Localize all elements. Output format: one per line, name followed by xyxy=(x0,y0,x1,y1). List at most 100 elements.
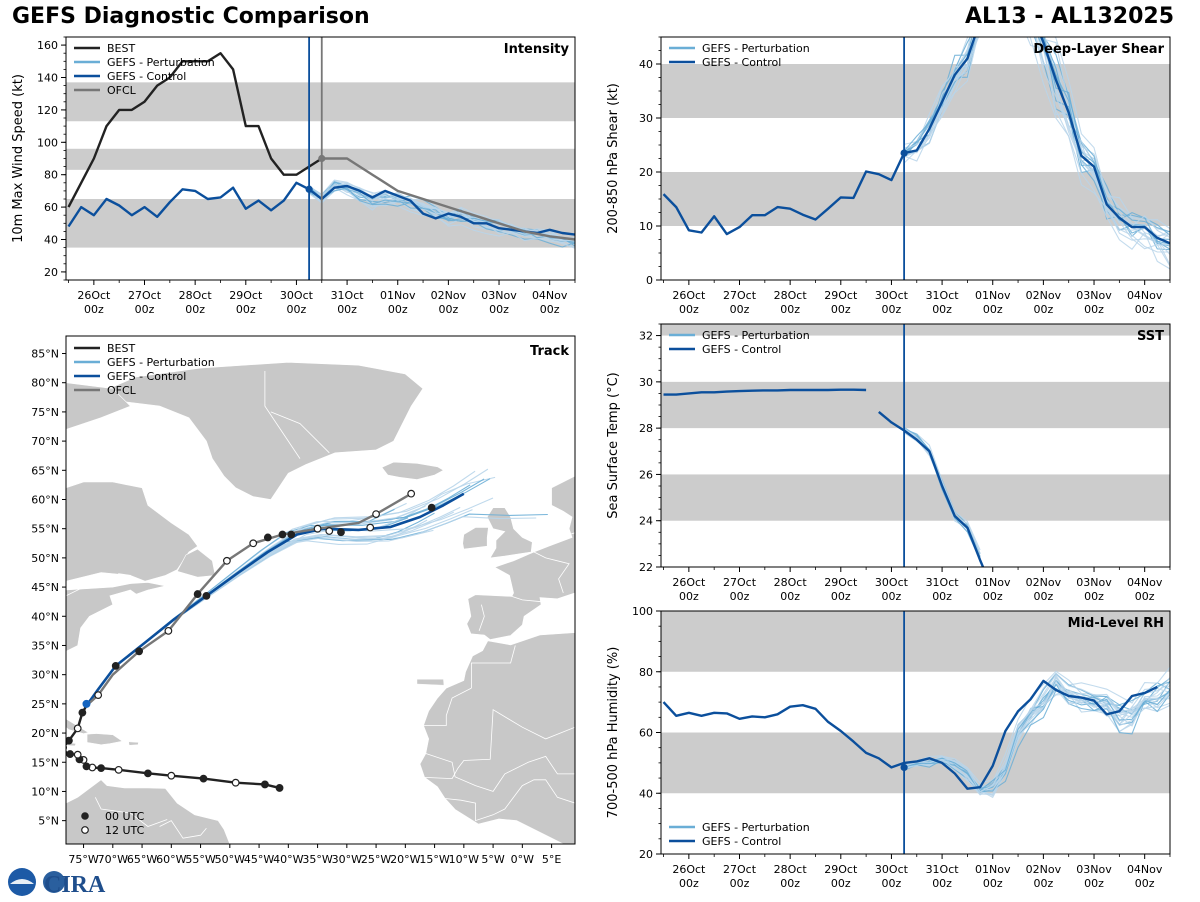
control-track-marker xyxy=(202,591,211,600)
x-tick-hour: 00z xyxy=(1084,590,1104,603)
lat-tick-label: 75°N xyxy=(31,406,59,419)
x-tick-hour: 00z xyxy=(983,877,1003,890)
panel-title: Track xyxy=(530,344,569,359)
ensemble-member-line xyxy=(308,187,575,249)
series-control-line xyxy=(662,37,1170,245)
legend-label-perturbation: GEFS - Perturbation xyxy=(702,821,810,834)
best-track-marker xyxy=(73,750,82,759)
x-tick-hour: 00z xyxy=(831,877,851,890)
y-tick-label: 160 xyxy=(37,39,58,52)
lat-tick-label: 35°N xyxy=(31,639,59,652)
x-tick-hour: 00z xyxy=(932,877,952,890)
series-marker xyxy=(900,763,908,772)
country-border xyxy=(422,687,472,726)
y-tick-label: 10 xyxy=(639,220,653,233)
x-tick-date: 30Oct xyxy=(875,576,909,589)
map-area xyxy=(66,361,575,844)
track-map-panel: 5°N 10°N 15°N 20°N 25°N 30°N 35°N 40°N 45°N 50°N 5… xyxy=(31,335,576,866)
country-border xyxy=(159,820,207,839)
ensemble-member-line xyxy=(903,37,1170,237)
best-track-marker xyxy=(231,778,240,787)
plot-area xyxy=(661,611,1170,854)
y-axis-label: 10m Max Wind Speed (kt) xyxy=(11,74,26,243)
lon-tick-label: 70°W xyxy=(98,853,128,866)
y-tick-label: 40 xyxy=(44,234,58,247)
best-track-marker xyxy=(114,765,123,774)
legend-label-best: BEST xyxy=(107,42,135,55)
y-tick-label: 100 xyxy=(37,136,58,149)
x-tick-date: 03Nov xyxy=(481,289,517,302)
africa-land xyxy=(419,632,575,844)
panel-title: Intensity xyxy=(504,42,570,57)
x-tick-date: 31Oct xyxy=(926,289,960,302)
y-tick-label: 80 xyxy=(639,666,653,679)
best-track-marker xyxy=(97,764,106,772)
x-tick-hour: 00z xyxy=(1135,303,1155,316)
lon-tick-label: 15°W xyxy=(419,853,449,866)
y-tick-label: 60 xyxy=(44,201,58,214)
x-tick-date: 01Nov xyxy=(380,289,416,302)
y-tick-label: 26 xyxy=(639,468,653,481)
best-track-marker xyxy=(66,736,73,745)
shaded-band xyxy=(661,64,1170,118)
series-control-line xyxy=(878,410,985,567)
legend-marker-00utc xyxy=(81,812,89,820)
lon-tick-label: 30°W xyxy=(332,853,362,866)
panel-title: Mid-Level RH xyxy=(1068,616,1164,631)
y-tick-label: 28 xyxy=(639,422,653,435)
europe-land xyxy=(466,475,575,640)
great-britain-land xyxy=(486,507,533,559)
series-marker xyxy=(305,185,313,193)
cira-logo: CIRA xyxy=(6,866,116,902)
panel-title: Deep-Layer Shear xyxy=(1033,42,1164,57)
country-border xyxy=(425,753,575,792)
ofcl-track-marker xyxy=(278,530,287,539)
x-tick-date: 27Oct xyxy=(723,289,757,302)
ofcl-track-marker xyxy=(249,539,258,548)
x-tick-hour: 00z xyxy=(1135,590,1155,603)
hispaniola-land xyxy=(86,733,123,745)
y-axis-label: 200-850 hPa Shear (kt) xyxy=(606,83,621,234)
y-tick-label: 0 xyxy=(646,274,653,287)
x-tick-date: 29Oct xyxy=(824,576,858,589)
y-tick-label: 40 xyxy=(639,787,653,800)
series-ofcl-line xyxy=(321,157,575,241)
x-tick-date: 02Nov xyxy=(1026,289,1062,302)
country-border xyxy=(66,573,131,597)
x-tick-date: 04Nov xyxy=(1127,863,1163,876)
lat-tick-label: 70°N xyxy=(31,435,59,448)
x-tick-hour: 00z xyxy=(84,303,104,316)
control-track-marker xyxy=(287,530,296,539)
y-tick-label: 30 xyxy=(639,112,653,125)
x-tick-hour: 00z xyxy=(730,590,750,603)
x-tick-hour: 00z xyxy=(679,303,699,316)
y-tick-label: 30 xyxy=(639,376,653,389)
lon-tick-label: 0°W xyxy=(511,853,534,866)
x-tick-date: 29Oct xyxy=(229,289,263,302)
country-border xyxy=(94,797,168,827)
control-track-marker xyxy=(366,523,375,532)
control-track-marker xyxy=(427,503,436,512)
control-track-line xyxy=(85,492,465,707)
country-border xyxy=(533,551,570,594)
y-tick-label: 32 xyxy=(639,330,653,343)
x-tick-date: 30Oct xyxy=(280,289,314,302)
lon-tick-label: 60°W xyxy=(156,853,186,866)
shaded-band xyxy=(661,381,1170,429)
x-tick-hour: 00z xyxy=(135,303,155,316)
x-tick-date: 27Oct xyxy=(128,289,162,302)
series-marker xyxy=(318,154,326,163)
ensemble-member-line xyxy=(903,673,1170,793)
legend-label-perturbation: GEFS - Perturbation xyxy=(702,329,810,342)
country-border xyxy=(264,371,301,459)
globe-icon xyxy=(43,871,65,893)
legend-label-control: GEFS - Control xyxy=(702,835,781,848)
shaded-band xyxy=(661,474,1170,521)
x-tick-hour: 00z xyxy=(932,590,952,603)
x-tick-hour: 00z xyxy=(983,590,1003,603)
x-tick-date: 01Nov xyxy=(975,576,1011,589)
x-tick-hour: 00z xyxy=(780,590,800,603)
x-tick-hour: 00z xyxy=(236,303,256,316)
x-tick-date: 03Nov xyxy=(1076,863,1112,876)
y-tick-label: 60 xyxy=(639,727,653,740)
